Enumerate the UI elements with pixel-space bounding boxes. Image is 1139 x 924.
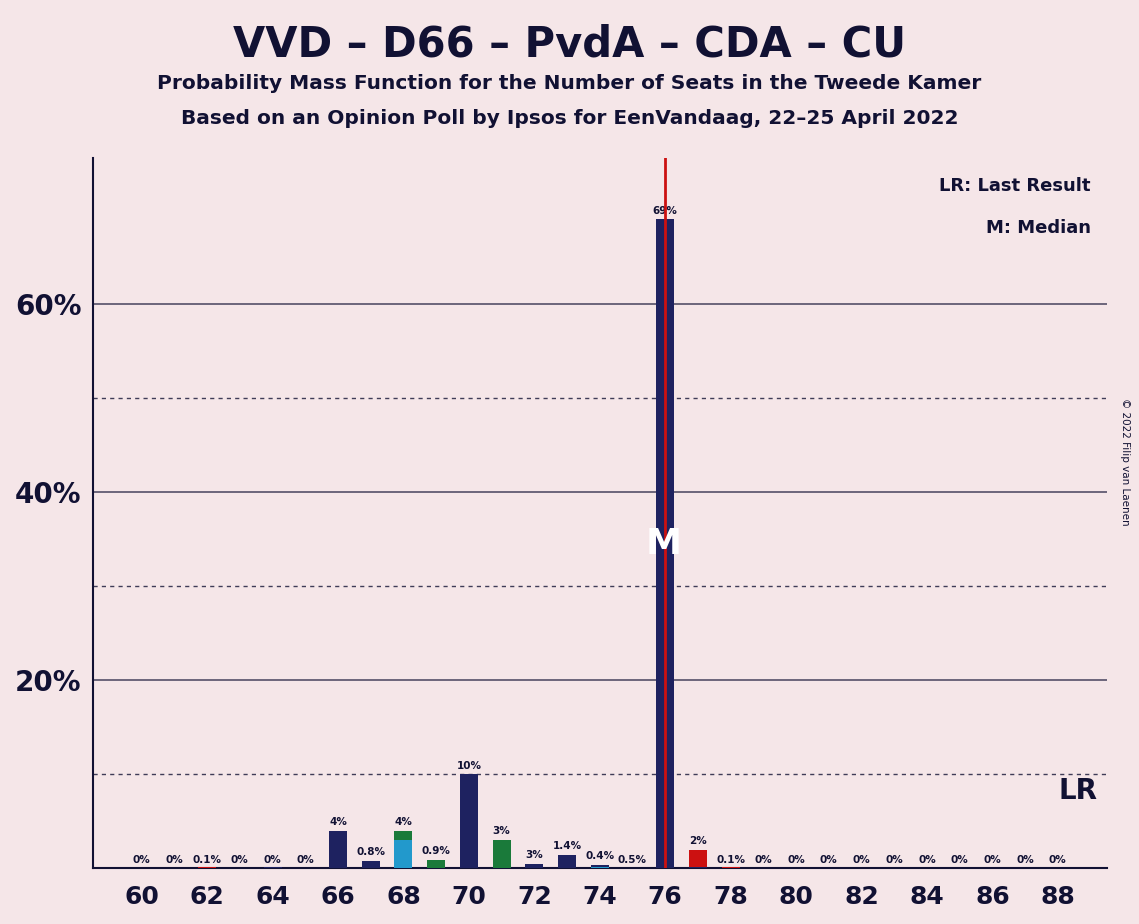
Bar	[689, 868, 707, 869]
Text: 0%: 0%	[820, 855, 837, 865]
Bar	[460, 774, 478, 869]
Bar	[492, 840, 510, 869]
Bar	[362, 861, 379, 869]
Bar	[427, 860, 445, 869]
Text: 1.4%: 1.4%	[552, 842, 582, 851]
Text: 0%: 0%	[983, 855, 1001, 865]
Text: 0%: 0%	[853, 855, 870, 865]
Text: 3%: 3%	[525, 850, 543, 860]
Text: 0%: 0%	[264, 855, 281, 865]
Bar	[558, 856, 576, 869]
Text: M: Median: M: Median	[985, 219, 1090, 237]
Text: 0%: 0%	[918, 855, 936, 865]
Text: 0%: 0%	[885, 855, 903, 865]
Text: 0%: 0%	[1016, 855, 1034, 865]
Bar	[263, 868, 281, 869]
Text: Probability Mass Function for the Number of Seats in the Tweede Kamer: Probability Mass Function for the Number…	[157, 74, 982, 93]
Text: 0%: 0%	[787, 855, 805, 865]
Text: M: M	[646, 527, 681, 561]
Bar	[329, 831, 347, 869]
Text: 0%: 0%	[165, 855, 183, 865]
Bar	[525, 864, 543, 869]
Text: 2%: 2%	[689, 836, 707, 845]
Text: © 2022 Filip van Laenen: © 2022 Filip van Laenen	[1121, 398, 1130, 526]
Bar	[394, 831, 412, 869]
Text: 0%: 0%	[754, 855, 772, 865]
Text: 4%: 4%	[394, 817, 412, 827]
Text: 0.8%: 0.8%	[357, 847, 385, 857]
Text: 0%: 0%	[133, 855, 150, 865]
Text: 0.4%: 0.4%	[585, 851, 614, 861]
Bar	[722, 868, 739, 869]
Bar	[591, 868, 608, 869]
Text: 0%: 0%	[231, 855, 248, 865]
Text: 0.1%: 0.1%	[716, 855, 745, 865]
Bar	[591, 865, 608, 869]
Bar	[198, 868, 216, 869]
Bar	[656, 219, 674, 869]
Text: 0.5%: 0.5%	[618, 855, 647, 865]
Text: LR: Last Result: LR: Last Result	[939, 177, 1090, 195]
Text: Based on an Opinion Poll by Ipsos for EenVandaag, 22–25 April 2022: Based on an Opinion Poll by Ipsos for Ee…	[181, 109, 958, 128]
Text: 0%: 0%	[1049, 855, 1067, 865]
Text: 0.1%: 0.1%	[192, 855, 222, 865]
Text: 10%: 10%	[457, 760, 482, 771]
Bar	[394, 840, 412, 869]
Text: 69%: 69%	[653, 206, 678, 215]
Text: 0%: 0%	[951, 855, 968, 865]
Bar	[689, 849, 707, 869]
Text: 0.9%: 0.9%	[421, 846, 451, 857]
Text: 0%: 0%	[296, 855, 314, 865]
Text: 4%: 4%	[329, 817, 347, 827]
Text: 3%: 3%	[493, 826, 510, 836]
Text: LR: LR	[1058, 777, 1097, 805]
Text: VVD – D66 – PvdA – CDA – CU: VVD – D66 – PvdA – CDA – CU	[233, 23, 906, 65]
